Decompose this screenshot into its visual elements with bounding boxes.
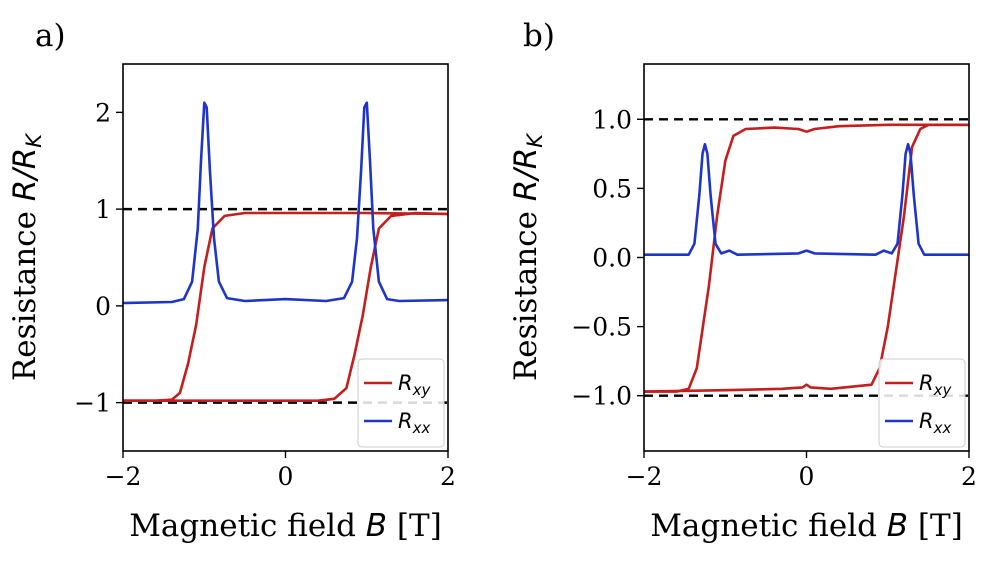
series-rxy-line: [644, 123, 969, 393]
series-rxx: [123, 101, 448, 305]
series-rxy: [644, 123, 969, 393]
legend-label-rxy: Rxy: [919, 371, 952, 399]
chart-panel-a: −2 0 2 −1 0 1 2 Magnetic field B [T] Resistance …: [7, 18, 456, 544]
legend-box: [357, 358, 445, 448]
y-tick-label: −1.0: [571, 382, 632, 411]
y-axis-label: Resistance R/RK: [7, 132, 46, 381]
chart-panel-b: −2 0 2 −1.0 −0.5 0.0 0.5 1.0 Magnetic field B [T…: [508, 18, 977, 544]
panel-label: b): [523, 18, 555, 54]
y-tick-label: 2: [95, 98, 111, 127]
legend-box: [878, 358, 966, 448]
x-tick-label: −2: [626, 462, 663, 491]
y-tick-label: −1: [74, 389, 111, 418]
legend: Rxy Rxx: [878, 358, 966, 448]
y-tick-label: −0.5: [571, 313, 632, 342]
legend-label-rxx: Rxx: [919, 409, 951, 437]
series-rxx-line: [644, 142, 969, 256]
x-tick-label: −2: [105, 462, 142, 491]
y-tick-label: 0.5: [592, 174, 632, 203]
x-axis-label: Magnetic field B [T]: [129, 508, 442, 544]
y-tick-label: 1: [95, 195, 111, 224]
x-axis-label: Magnetic field B [T]: [650, 508, 963, 544]
y-tick-label: 1.0: [592, 105, 632, 134]
y-axis-label: Resistance R/RK: [508, 132, 547, 381]
legend-label-rxy: Rxy: [398, 371, 431, 399]
series-rxy: [123, 211, 448, 402]
series-rxy-line: [644, 123, 969, 393]
x-tick-label: 0: [278, 462, 294, 491]
x-tick-label: 2: [440, 462, 456, 491]
series-rxx-line: [123, 101, 448, 305]
x-tick-label: 2: [961, 462, 977, 491]
y-tick-label: 0.0: [592, 244, 632, 273]
x-tick-label: 0: [799, 462, 815, 491]
y-tick-label: 0: [95, 292, 111, 321]
series-rxy-line: [123, 211, 448, 402]
legend: Rxy Rxx: [357, 358, 445, 448]
series-rxx: [644, 142, 969, 256]
legend-label-rxx: Rxx: [398, 409, 430, 437]
series-rxy-line: [123, 211, 448, 402]
panel-label: a): [35, 18, 66, 54]
